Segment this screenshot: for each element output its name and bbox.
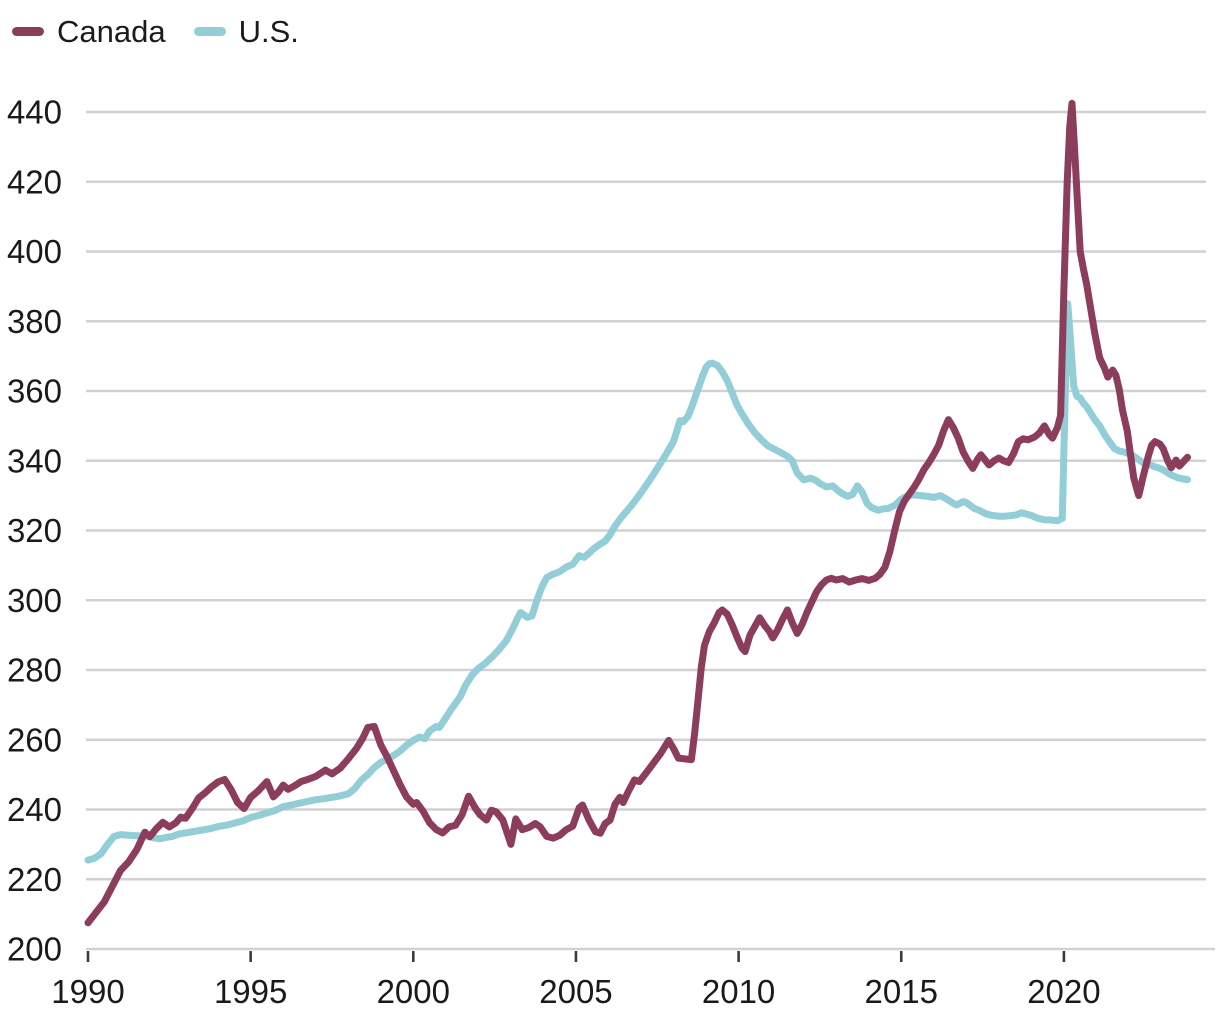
x-tick-label: 1995 [214, 973, 287, 1010]
x-tick-label: 2015 [865, 973, 938, 1010]
series-line-us [84, 300, 1191, 864]
legend-item-us: U.S. [193, 14, 299, 49]
y-tick-label: 440 [7, 94, 62, 131]
y-tick-label: 280 [7, 652, 62, 689]
y-tick-label: 220 [7, 861, 62, 898]
x-tick-label: 2010 [702, 973, 775, 1010]
y-tick-label: 360 [7, 373, 62, 410]
y-tick-label: 400 [7, 233, 62, 270]
chart-legend: Canada U.S. [12, 16, 299, 47]
canada-line-swatch-icon [12, 27, 44, 36]
series-line-canada [84, 99, 1191, 927]
legend-label-us: U.S. [238, 14, 299, 49]
x-tick-label: 2020 [1027, 973, 1100, 1010]
y-tick-label: 320 [7, 512, 62, 549]
legend-item-canada: Canada [12, 16, 166, 47]
y-tick-label: 340 [7, 442, 62, 479]
x-tick-label: 2000 [377, 973, 450, 1010]
legend-label-canada: Canada [57, 14, 166, 49]
x-tick-label: 2005 [539, 973, 612, 1010]
y-tick-label: 380 [7, 303, 62, 340]
y-tick-label: 240 [7, 791, 62, 828]
x-tick-label: 1990 [51, 973, 124, 1010]
us-line-swatch-icon [193, 27, 226, 36]
y-tick-label: 420 [7, 163, 62, 200]
y-tick-label: 260 [7, 721, 62, 758]
y-tick-label: 200 [7, 931, 62, 968]
y-tick-label: 300 [7, 582, 62, 619]
